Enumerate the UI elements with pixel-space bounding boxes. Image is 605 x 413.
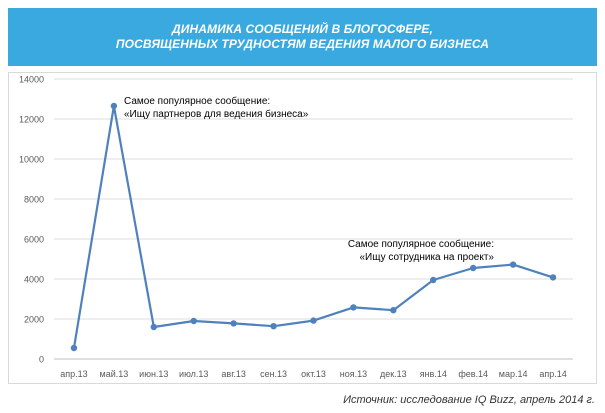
data-point bbox=[430, 276, 437, 284]
data-point bbox=[390, 307, 397, 314]
y-tick-label: 4000 bbox=[24, 275, 44, 285]
x-tick-label: июн.13 bbox=[139, 369, 168, 379]
data-point bbox=[110, 102, 118, 110]
data-point bbox=[509, 261, 517, 268]
x-tick-label: апр.14 bbox=[539, 369, 566, 379]
x-tick-label: авг.13 bbox=[221, 369, 245, 379]
y-tick-label: 10000 bbox=[19, 155, 44, 165]
x-tick-label: окт.13 bbox=[301, 369, 326, 379]
annotation-2-line2: «Ищу сотрудника на проект» bbox=[360, 252, 495, 263]
y-tick-label: 14000 bbox=[19, 75, 44, 85]
series-line bbox=[72, 104, 554, 349]
data-point bbox=[350, 304, 357, 311]
y-tick-label: 6000 bbox=[24, 235, 44, 245]
data-point bbox=[549, 274, 557, 281]
y-tick-label: 0 bbox=[39, 355, 44, 365]
data-point bbox=[469, 264, 477, 272]
data-point bbox=[150, 323, 158, 331]
y-tick-label: 12000 bbox=[19, 115, 44, 125]
x-tick-label: сен.13 bbox=[260, 369, 287, 379]
x-tick-label: ноя.13 bbox=[340, 369, 367, 379]
x-tick-label: апр.13 bbox=[60, 369, 87, 379]
annotation-1-line1: Самое популярное сообщение: bbox=[124, 95, 270, 107]
data-point bbox=[190, 317, 197, 325]
data-point bbox=[230, 320, 237, 327]
y-tick-label: 8000 bbox=[24, 195, 44, 205]
data-point bbox=[310, 317, 317, 324]
chart-title-banner: ДИНАМИКА СООБЩЕНИЙ В БЛОГОСФЕРЕ, ПОСВЯЩЕ… bbox=[8, 8, 597, 66]
source-note: Источник: исследование IQ Buzz, апрель 2… bbox=[343, 394, 595, 406]
annotation-2-line1: Самое популярное сообщение: bbox=[348, 238, 494, 250]
chart-title-line2: ПОСВЯЩЕННЫХ ТРУДНОСТЯМ ВЕДЕНИЯ МАЛОГО БИ… bbox=[115, 37, 490, 51]
x-tick-label: дек.13 bbox=[380, 369, 407, 379]
y-tick-label: 2000 bbox=[24, 315, 44, 325]
chart-frame bbox=[8, 72, 597, 384]
x-tick-label: фев.14 bbox=[458, 369, 488, 379]
data-point bbox=[70, 344, 78, 352]
data-point bbox=[270, 323, 277, 330]
annotation-1-line2: «Ищу партнеров для ведения бизнеса» bbox=[124, 108, 309, 120]
x-tick-label: янв.14 bbox=[420, 369, 447, 379]
chart-title-line1: ДИНАМИКА СООБЩЕНИЙ В БЛОГОСФЕРЕ, bbox=[172, 22, 433, 36]
x-tick-label: мар.14 bbox=[499, 369, 528, 379]
x-tick-label: май.13 bbox=[100, 369, 129, 379]
x-tick-label: июл.13 bbox=[179, 369, 208, 379]
